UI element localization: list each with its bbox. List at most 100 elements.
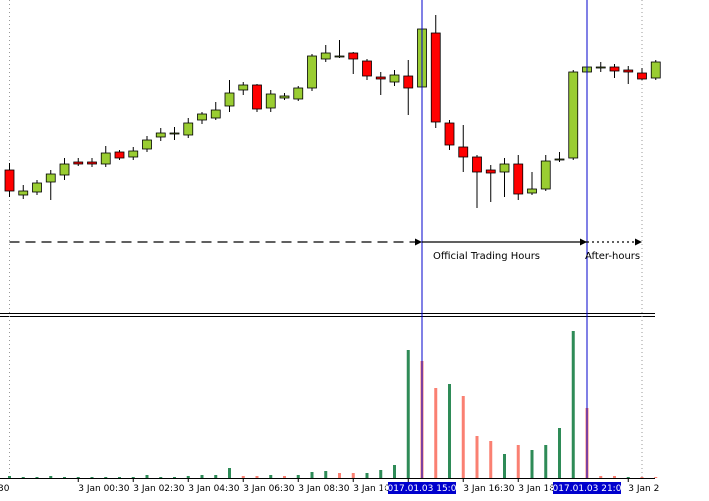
volume-bar — [255, 476, 259, 478]
volume-bar — [173, 477, 176, 478]
candle-body — [59, 163, 70, 176]
candle-body — [252, 84, 262, 110]
candle-body — [389, 74, 400, 83]
x-tick-label: 3 Jan 04:30 — [188, 484, 240, 494]
candle-body — [142, 139, 152, 150]
candle-body — [568, 71, 579, 159]
x-tick-label: 3 Jan 2 — [628, 484, 659, 494]
x-tick-label: 30 — [0, 484, 10, 494]
candle-body — [485, 169, 496, 174]
volume-bar — [269, 475, 273, 478]
volume-bar — [613, 476, 616, 478]
volume-bar — [475, 436, 479, 478]
volume-bar — [558, 428, 561, 478]
volume-bar — [571, 331, 575, 478]
volume-bar — [49, 476, 53, 478]
volume-bar — [63, 477, 66, 478]
volume-bar — [365, 473, 369, 478]
annotation-text: After-hours — [585, 251, 640, 262]
volume-bar — [461, 396, 465, 478]
volume-bar — [8, 476, 11, 478]
candle-body — [513, 163, 524, 195]
x-tick-label: 3 Jan 00:30 — [78, 484, 130, 494]
cursor-label: 2017.01.03 21:00 — [547, 484, 628, 494]
annotation-text: Official Trading Hours — [433, 251, 540, 262]
candle-body — [362, 60, 372, 77]
volume-bar — [186, 476, 190, 478]
volume-bar — [351, 473, 355, 478]
cursor-label: 2017.01.03 15:00 — [382, 484, 463, 494]
volume-bar — [90, 477, 94, 478]
volume-bar — [118, 477, 121, 478]
candle-body — [128, 150, 139, 158]
volume-bar — [241, 476, 245, 478]
candle-body — [527, 188, 537, 194]
candle-body — [403, 75, 414, 89]
volume-bar — [516, 445, 520, 478]
volume-bar — [159, 477, 163, 478]
candle-body — [87, 161, 97, 165]
x-tick-label: 3 Jan 08:30 — [298, 484, 350, 494]
volume-bar — [214, 475, 218, 478]
volume-bar — [448, 384, 451, 478]
candle-body — [430, 32, 441, 123]
arrow-head — [415, 238, 422, 246]
candle-body — [169, 132, 180, 135]
volume-bar — [200, 475, 204, 478]
candle-body — [32, 182, 42, 193]
volume-bar — [503, 454, 506, 478]
volume-bar — [599, 476, 603, 478]
candle-body — [499, 163, 510, 173]
candle-body — [238, 84, 249, 91]
candle-body — [73, 161, 84, 165]
volume-bar — [228, 468, 231, 478]
volume-bar — [640, 477, 644, 478]
volume-bar — [434, 388, 438, 478]
candle-body — [265, 93, 276, 109]
volume-bar — [35, 477, 39, 478]
x-tick-label: 3 Jan 02:30 — [133, 484, 185, 494]
volume-bar — [406, 350, 410, 478]
volume-bar — [104, 477, 108, 478]
candle-body — [45, 173, 56, 183]
volume-bar — [393, 465, 396, 478]
candle-body — [155, 132, 166, 138]
x-tick-label: 3 Jan 18: — [518, 484, 558, 494]
candle-body — [554, 158, 565, 161]
candle-body — [375, 76, 386, 80]
x-tick-label: 3 Jan 10:30 — [353, 484, 405, 494]
cursor-label-bg — [388, 482, 456, 494]
volume-bar — [296, 475, 300, 478]
candle-body — [210, 109, 221, 119]
candle-body — [444, 122, 455, 146]
candle-body — [279, 95, 290, 99]
candle-body — [4, 169, 15, 192]
candle-body — [293, 87, 304, 100]
volume-bar — [131, 477, 135, 478]
volume-bar — [544, 445, 548, 478]
volume-bar — [626, 477, 630, 478]
candle-body — [472, 156, 482, 173]
volume-bar — [283, 476, 286, 478]
x-tick-label: 3 Jan 16:30 — [463, 484, 515, 494]
candle-body — [458, 146, 469, 158]
volume-bar — [21, 477, 25, 478]
candle-body — [650, 61, 661, 79]
candle-body — [623, 69, 634, 73]
candle-body — [348, 52, 359, 60]
candle-body — [197, 113, 207, 121]
candle-body — [540, 160, 551, 190]
volume-bar — [310, 472, 314, 478]
volume-bar — [338, 473, 341, 478]
volume-bar — [324, 471, 328, 478]
candle-body — [307, 55, 317, 89]
candle-body — [18, 190, 29, 196]
x-tick-label: 3 Jan 06:30 — [243, 484, 295, 494]
volume-bar — [76, 477, 80, 478]
cursor-label-bg — [553, 482, 621, 494]
volume-bar — [530, 450, 534, 478]
candle-body — [609, 66, 620, 72]
volume-bar — [145, 475, 149, 478]
